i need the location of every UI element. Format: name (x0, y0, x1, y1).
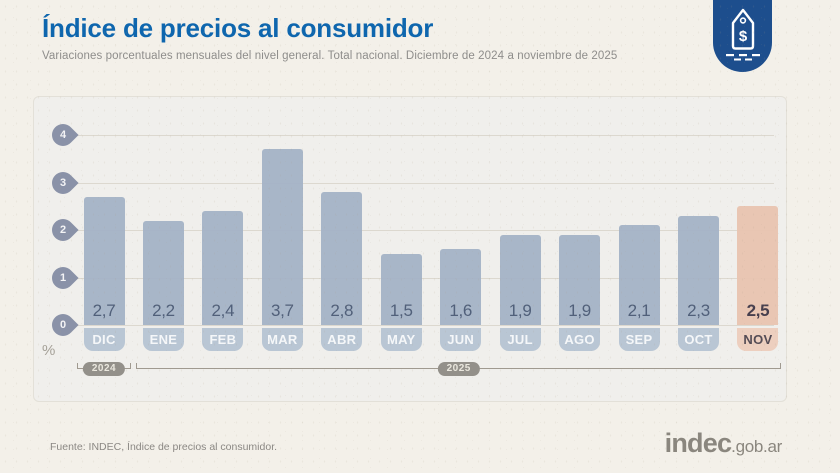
y-axis-unit-label: % (42, 342, 56, 359)
indec-logo-suffix: .gob.ar (731, 437, 782, 456)
page-subtitle: Variaciones porcentuales mensuales del n… (42, 50, 618, 62)
y-tick-pin-0: 0 (47, 309, 79, 341)
indec-logo-main: indec (664, 428, 732, 458)
bar-value-nov: 2,5 (746, 301, 770, 320)
bar-value-dic: 2,7 (92, 301, 116, 320)
bar-abr (321, 192, 363, 325)
y-tick-pin-2: 2 (47, 214, 79, 246)
bar-jul (499, 234, 541, 325)
month-chip-oct: OCT (678, 328, 719, 351)
month-chip-sep: SEP (618, 328, 660, 351)
gridline-0 (74, 325, 774, 326)
year-pill-2024: 2024 (82, 362, 126, 376)
bar-oct (678, 215, 719, 325)
month-chip-jun: JUN (440, 328, 482, 351)
indec-logo: indec.gob.ar (664, 428, 783, 459)
bar-value-abr: 2,8 (330, 301, 354, 320)
bar-ago (559, 234, 601, 325)
bar-value-jul: 1,9 (508, 301, 532, 320)
bar-value-mar: 3,7 (270, 301, 294, 320)
y-tick-pin-1: 1 (47, 261, 79, 294)
month-chip-jul: JUL (499, 328, 541, 351)
bar-value-may: 1,5 (389, 301, 413, 320)
price-tag-ribbon-badge: $ (713, 0, 772, 72)
month-chip-dic: DIC (83, 328, 125, 351)
price-tag-dollar-icon: $ (725, 8, 760, 61)
gridline-3 (74, 182, 774, 184)
bar-value-oct: 2,3 (687, 301, 710, 320)
source-note: Fuente: INDEC, Índice de precios al cons… (50, 441, 278, 453)
header: Índice de precios al consumidor Variacio… (42, 13, 617, 62)
bar-chart: 0 1 2 3 4 2,7 DIC 2,2 ENE 2,4 FEB 3,7 MAR 2,8 ABR 1,5 MA… (34, 97, 786, 401)
y-tick-pin-4: 4 (47, 119, 79, 151)
month-chip-may: MAY (380, 328, 422, 351)
bar-nov (737, 206, 779, 325)
y-tick-label: 0 (59, 319, 67, 331)
month-chip-mar: MAR (261, 328, 303, 351)
year-pill-2025: 2025 (437, 362, 480, 376)
y-tick-pin-3: 3 (47, 166, 79, 199)
bar-dic (83, 196, 125, 325)
bar-ene (142, 220, 184, 325)
month-chip-ene: ENE (142, 328, 184, 351)
month-chip-ago: AGO (559, 328, 601, 351)
gridline-2 (74, 230, 774, 231)
bar-feb (202, 211, 244, 325)
gridline-4 (74, 135, 774, 136)
bar-sep (618, 225, 660, 325)
month-chip-nov: NOV (737, 328, 779, 351)
bar-jun (440, 249, 482, 325)
bar-value-ago: 1,9 (568, 301, 591, 320)
bar-value-ene: 2,2 (152, 301, 175, 320)
svg-text:$: $ (738, 28, 747, 45)
page-title: Índice de precios al consumidor (42, 13, 434, 43)
month-chip-abr: ABR (321, 328, 363, 351)
bar-value-feb: 2,4 (211, 301, 235, 320)
bar-mar (261, 149, 303, 325)
bar-value-jun: 1,6 (449, 301, 473, 320)
bar-may (380, 253, 422, 325)
y-tick-label: 4 (59, 129, 67, 141)
chart-panel: 0 1 2 3 4 2,7 DIC 2,2 ENE 2,4 FEB 3,7 MAR 2,8 ABR 1,5 MA… (33, 96, 787, 402)
gridline-1 (74, 277, 774, 279)
y-tick-label: 1 (59, 271, 67, 284)
y-tick-label: 3 (59, 176, 67, 189)
month-chip-feb: FEB (202, 328, 244, 351)
y-tick-label: 2 (59, 224, 67, 236)
bar-value-sep: 2,1 (627, 301, 651, 320)
